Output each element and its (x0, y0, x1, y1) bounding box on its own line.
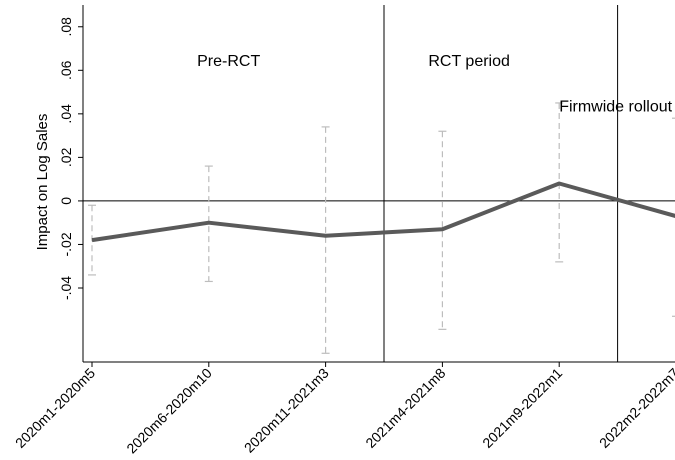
annotation-label: Firmwide rollout (559, 99, 672, 116)
series-line (91, 181, 675, 243)
y-tick-label: -.02 (58, 232, 74, 256)
plot-area: -.04 -.02 0 .02 .04 .06 .08 2020m1-2020m5 2020m6… (12, 5, 675, 456)
y-tick-label: -.04 (58, 276, 74, 300)
x-tick-label: 2022m2-2022m7 (596, 365, 675, 451)
y-tick-label: 0 (58, 197, 74, 205)
x-tick-label: 2020m6-2020m10 (123, 365, 215, 457)
annotation-label: RCT period (428, 53, 510, 70)
y-axis-label: Impact on Log Sales (34, 114, 51, 251)
y-tick-label: .08 (58, 17, 74, 37)
x-tick-label: 2021m4-2021m8 (362, 365, 448, 451)
x-tick-label: 2021m9-2022m1 (479, 365, 565, 451)
x-tick-label: 2020m11-2021m3 (241, 365, 332, 456)
annotation-label: Pre-RCT (197, 53, 260, 70)
y-tick-label: .04 (58, 104, 74, 124)
y-tick-label: .06 (58, 60, 74, 80)
y-tick-label: .02 (58, 147, 74, 167)
x-tick-label: 2020m1-2020m5 (12, 365, 98, 451)
